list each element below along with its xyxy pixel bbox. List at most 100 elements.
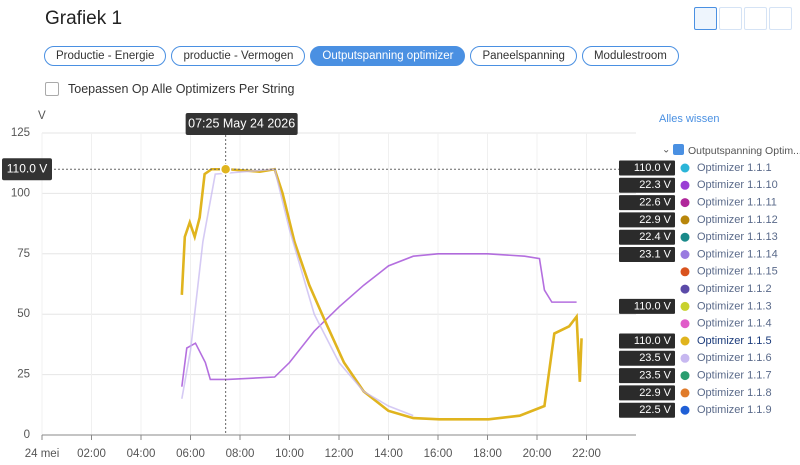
legend-dot <box>680 388 690 398</box>
y-tick-label: 25 <box>17 369 30 381</box>
x-readout: 07:25 May 24 2026 <box>188 116 295 130</box>
readout-value: 22.9 V <box>639 387 671 399</box>
tab[interactable]: productie - Vermogen <box>171 46 306 66</box>
readout-badge <box>619 212 675 228</box>
x-tick-label: 20:00 <box>523 448 552 460</box>
x-tick-label: 24 mei <box>25 448 60 460</box>
checkbox-label: Toepassen Op Alle Optimizers Per String <box>68 82 295 96</box>
readout-value: 22.9 V <box>639 214 671 226</box>
legend-dot <box>680 284 690 294</box>
legend-label[interactable]: Optimizer 1.1.4 <box>697 318 772 330</box>
x-tick-label: 04:00 <box>127 448 156 460</box>
checkbox-row[interactable]: Toepassen Op Alle Optimizers Per String <box>45 82 295 96</box>
x-tick-label: 08:00 <box>226 448 255 460</box>
clear-all[interactable]: Alles wissen <box>659 113 720 125</box>
legend-label[interactable]: Optimizer 1.1.12 <box>697 214 778 226</box>
tab[interactable]: Paneelspanning <box>470 46 577 66</box>
x-readout-bg <box>185 113 298 135</box>
legend-dot <box>680 232 690 242</box>
readout-badge <box>619 333 675 349</box>
crosshair-point <box>219 163 232 175</box>
readout-value: 22.4 V <box>639 231 671 243</box>
line-icon[interactable] <box>694 7 717 30</box>
legend-dot <box>680 371 690 381</box>
readout-badge <box>619 160 675 176</box>
y-tick-label: 125 <box>11 127 30 139</box>
x-tick-label: 22:00 <box>572 448 601 460</box>
y-tick-label: 75 <box>17 248 30 260</box>
x-tick-label: 02:00 <box>77 448 106 460</box>
x-tick-label: 18:00 <box>473 448 502 460</box>
legend-label[interactable]: Optimizer 1.1.15 <box>697 266 778 278</box>
y-tick-label: 0 <box>24 429 30 441</box>
bar-icon[interactable] <box>719 7 742 30</box>
legend-dot <box>680 198 690 208</box>
readout-value: 22.6 V <box>639 197 671 209</box>
x-tick-label: 14:00 <box>374 448 403 460</box>
readout-value: 22.3 V <box>639 179 671 191</box>
legend-label[interactable]: Optimizer 1.1.8 <box>697 387 772 399</box>
legend-dot <box>680 180 690 190</box>
y-readout: 110.0 V <box>7 161 47 175</box>
legend-label[interactable]: Optimizer 1.1.13 <box>697 231 778 243</box>
readout-badge <box>619 247 675 262</box>
legend-label[interactable]: Optimizer 1.1.7 <box>697 370 772 382</box>
y-readout-bg <box>2 158 52 181</box>
y-tick-label: 50 <box>17 308 30 320</box>
readout-value: 110.0 V <box>634 335 672 347</box>
legend-dot <box>680 267 690 277</box>
legend-chevron: ⌄ <box>662 145 670 156</box>
x-tick-label: 06:00 <box>176 448 205 460</box>
legend-label[interactable]: Optimizer 1.1.6 <box>697 352 772 364</box>
readout-badge <box>619 195 675 211</box>
readout-value: 22.5 V <box>639 404 671 416</box>
readout-badge <box>619 350 675 366</box>
legend-dot <box>680 319 690 329</box>
tab[interactable]: Productie - Energie <box>44 46 167 66</box>
y-tick-label: 100 <box>11 187 30 199</box>
series-line <box>181 253 577 387</box>
area-icon[interactable] <box>744 7 767 30</box>
page-title: Grafiek 1 <box>45 8 123 29</box>
legend-label[interactable]: Optimizer 1.1.3 <box>697 300 772 312</box>
legend-label[interactable]: Optimizer 1.1.10 <box>697 179 778 191</box>
legend-dot <box>680 353 690 363</box>
legend-label[interactable]: Optimizer 1.1.9 <box>697 404 772 416</box>
readout-value: 23.5 V <box>639 370 671 382</box>
x-tick-label: 10:00 <box>275 448 304 460</box>
tab[interactable]: Outputspanning optimizer <box>310 46 466 66</box>
readout-badge <box>619 402 675 418</box>
readout-badge <box>619 229 675 245</box>
readout-value: 23.1 V <box>639 248 671 260</box>
legend-group: Outputspanning Optim... <box>688 145 800 157</box>
checkbox[interactable] <box>45 82 59 96</box>
readout-badge <box>619 177 675 193</box>
legend-dot <box>680 250 690 259</box>
readout-value: 110.0 V <box>634 300 672 312</box>
legend-label[interactable]: Optimizer 1.1.5 <box>697 335 772 347</box>
readout-badge <box>619 298 675 314</box>
series-line <box>181 168 414 417</box>
legend-label[interactable]: Optimizer 1.1.2 <box>697 283 772 295</box>
readout-value: 110.0 V <box>634 162 672 174</box>
tab[interactable]: Modulestroom <box>581 46 679 66</box>
chart-type-buttons <box>694 7 792 30</box>
legend-dot <box>680 405 690 415</box>
readout-badge <box>619 368 675 384</box>
table-icon[interactable] <box>769 7 792 30</box>
legend-dot <box>680 215 690 225</box>
legend-dot <box>680 301 690 311</box>
legend-dot <box>680 336 690 346</box>
legend-label[interactable]: Optimizer 1.1.14 <box>697 248 778 260</box>
group-checkbox[interactable] <box>673 144 684 155</box>
tabs: Productie - Energie productie - Vermogen O… <box>44 46 679 66</box>
legend-label[interactable]: Optimizer 1.1.1 <box>697 162 772 174</box>
readout-badge <box>619 385 675 401</box>
readout-value: 23.5 V <box>639 352 671 364</box>
x-tick-label: 12:00 <box>325 448 354 460</box>
legend-label[interactable]: Optimizer 1.1.11 <box>697 197 777 209</box>
x-tick-label: 16:00 <box>424 448 453 460</box>
y-axis-unit: V <box>38 110 46 122</box>
